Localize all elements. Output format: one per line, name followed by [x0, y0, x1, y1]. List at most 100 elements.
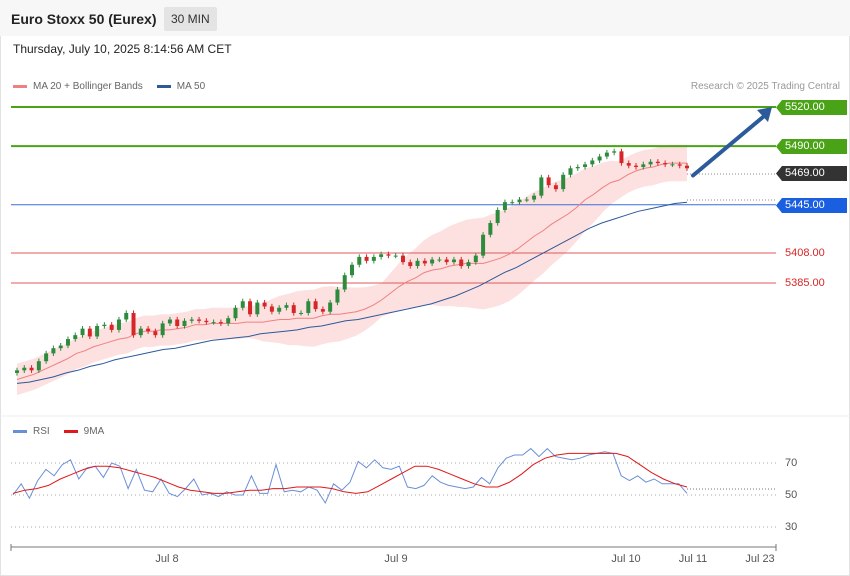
candle-body — [590, 160, 595, 165]
timestamp: Thursday, July 10, 2025 8:14:56 AM CET — [13, 42, 232, 56]
x-tick-jul9: Jul 9 — [384, 553, 408, 565]
candle-body — [612, 151, 617, 153]
rsi-ma-legend-label: 9MA — [83, 426, 105, 437]
ma20-swatch — [13, 85, 27, 88]
candle-body — [277, 307, 282, 312]
candle-body — [160, 323, 165, 336]
candle-body — [240, 301, 245, 308]
candle-body — [58, 345, 63, 349]
candle-body — [320, 309, 325, 312]
candle-body — [65, 339, 70, 346]
candle-body — [284, 305, 289, 308]
candle-body — [146, 328, 151, 332]
candle-body — [357, 256, 362, 265]
candle-body — [248, 301, 253, 315]
ma20-line — [16, 162, 687, 380]
candle-body — [73, 335, 78, 340]
rsi-tick-30: 30 — [785, 521, 798, 533]
candle-body — [80, 328, 85, 336]
rsi-line — [12, 447, 688, 505]
candle-body — [663, 163, 668, 165]
candle-body — [386, 254, 391, 256]
candle-body — [619, 151, 624, 164]
candle-body — [495, 209, 500, 224]
credit-text: Research © 2025 Trading Central — [690, 81, 840, 92]
candle-body — [400, 255, 405, 263]
x-tick-jul23: Jul 23 — [745, 553, 775, 565]
candle-body — [393, 255, 398, 257]
candle-body — [379, 254, 384, 257]
candle-body — [634, 165, 639, 167]
ma20-legend-label: MA 20 + Bollinger Bands — [33, 81, 143, 92]
candle-body — [124, 312, 129, 320]
candle-body — [466, 262, 471, 267]
instrument-title: Euro Stoxx 50 (Eurex) — [11, 11, 157, 27]
candle-body — [481, 234, 486, 256]
candle-body — [22, 367, 27, 371]
candle-body — [510, 202, 515, 204]
candle-body — [218, 322, 223, 324]
candle-body — [459, 259, 464, 267]
bollinger-band — [17, 144, 687, 396]
projection-arrowhead — [757, 107, 772, 122]
candle-body — [328, 302, 333, 312]
candle-body — [29, 367, 34, 371]
candle-body — [626, 163, 631, 166]
candle-body — [299, 312, 304, 314]
rsi-ma-line — [12, 452, 688, 494]
x-tick-jul8: Jul 8 — [155, 553, 179, 565]
candle-body — [568, 168, 573, 175]
candle-body — [517, 199, 522, 203]
candle-body — [677, 164, 682, 166]
candle-body — [335, 289, 340, 303]
candle-body — [15, 370, 19, 373]
candle-body — [255, 302, 260, 315]
candle-body — [561, 174, 566, 190]
candle-body — [437, 259, 442, 261]
candle-body — [109, 324, 114, 330]
candle-body — [364, 256, 369, 261]
candle-body — [211, 322, 216, 324]
chart-header: Euro Stoxx 50 (Eurex) 30 MIN — [0, 0, 850, 36]
main-legend: MA 20 + Bollinger Bands MA 50 — [13, 81, 205, 92]
candle-body — [670, 164, 675, 166]
candle-body — [313, 301, 318, 310]
candle-body — [648, 161, 653, 165]
candle-body — [422, 260, 427, 264]
candle-body — [182, 320, 187, 327]
level-tag-5490: 5490.00 — [776, 139, 847, 154]
ma50-line — [16, 201, 688, 384]
x-tick-jul10: Jul 10 — [611, 553, 641, 565]
level-tag-5520: 5520.00 — [776, 100, 847, 115]
candle-body — [575, 166, 580, 169]
candle-body — [167, 319, 172, 324]
candle-body — [204, 320, 209, 323]
candle-body — [655, 161, 660, 164]
candle-body — [553, 185, 558, 190]
candle-body — [350, 264, 354, 276]
projection-arrow — [691, 115, 765, 178]
candle-body — [131, 312, 136, 336]
candle-body — [291, 305, 296, 313]
candle-body — [116, 319, 121, 330]
candle-body — [597, 156, 602, 161]
candle-body — [102, 324, 107, 327]
candle-body — [197, 319, 202, 321]
candle-body — [269, 306, 274, 312]
candle-body — [524, 199, 529, 201]
candle-body — [342, 275, 347, 290]
candle-body — [430, 259, 435, 264]
interval-selector[interactable]: 30 MIN — [164, 7, 217, 31]
rsi-legend-label: RSI — [33, 426, 50, 437]
candle-body — [488, 223, 493, 235]
level-tag-5445: 5445.00 — [776, 198, 847, 213]
candle-body — [685, 165, 689, 169]
rsi-tick-50: 50 — [785, 489, 798, 501]
x-tick-jul11: Jul 11 — [678, 553, 708, 565]
candle-body — [233, 307, 238, 319]
last-price-tag: 5469.00 — [776, 166, 847, 181]
candle-body — [539, 177, 544, 196]
candle-body — [415, 260, 420, 267]
candle-body — [532, 195, 537, 200]
